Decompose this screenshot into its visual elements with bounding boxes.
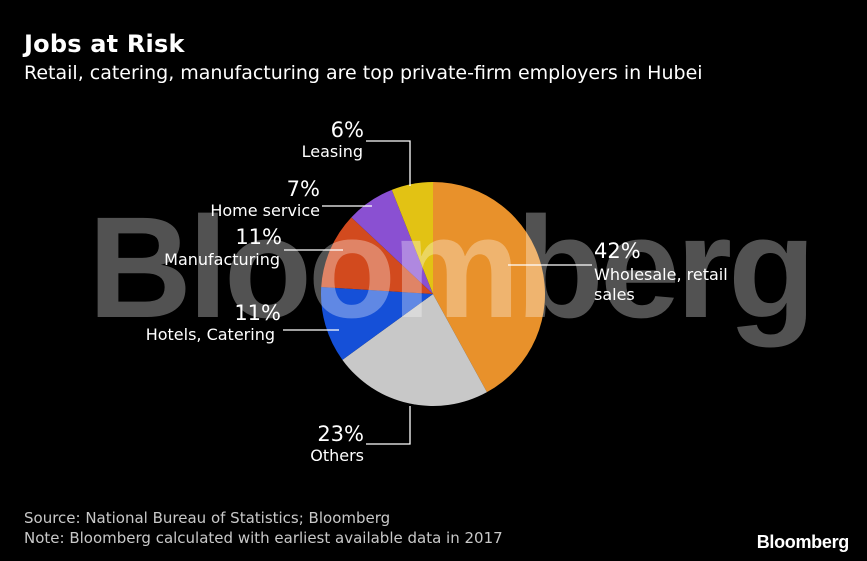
category-label-wholesale-retail-sales: Wholesale, retail bbox=[594, 265, 728, 284]
value-label-leasing: 6% bbox=[331, 118, 364, 142]
chart-subtitle: Retail, catering, manufacturing are top … bbox=[24, 62, 703, 84]
value-label-others: 23% bbox=[317, 422, 364, 446]
chart-title: Jobs at Risk bbox=[24, 30, 185, 58]
value-label-manufacturing: 11% bbox=[235, 225, 282, 249]
value-label-home-service: 7% bbox=[287, 177, 320, 201]
leader-line-others bbox=[366, 406, 411, 445]
pie-slice-hotels-catering bbox=[320, 286, 433, 360]
pie-slice-others bbox=[342, 294, 487, 407]
pie-slice-leasing bbox=[391, 182, 433, 294]
note-text: Note: Bloomberg calculated with earliest… bbox=[24, 529, 503, 547]
chart-footnotes: Source: National Bureau of Statistics; B… bbox=[24, 508, 503, 548]
value-label-wholesale-retail-sales: 42% bbox=[594, 239, 641, 263]
pie-slice-home-service bbox=[351, 189, 433, 294]
pie-slice-wholesale-retail-sales bbox=[433, 182, 546, 393]
category-label-others: Others bbox=[310, 446, 364, 465]
category-label-leasing: Leasing bbox=[302, 142, 363, 161]
bloomberg-logo: Bloomberg bbox=[756, 532, 850, 552]
category-label-home-service: Home service bbox=[210, 201, 320, 220]
category-label-hotels-catering: Hotels, Catering bbox=[146, 325, 275, 344]
leader-line-leasing bbox=[366, 140, 411, 186]
value-label-hotels-catering: 11% bbox=[234, 301, 281, 325]
pie-slice-manufacturing bbox=[321, 217, 433, 294]
category-label-manufacturing: Manufacturing bbox=[164, 250, 280, 269]
source-note: Source: National Bureau of Statistics; B… bbox=[24, 509, 391, 527]
category-label-wholesale-retail-sales: sales bbox=[594, 285, 635, 304]
